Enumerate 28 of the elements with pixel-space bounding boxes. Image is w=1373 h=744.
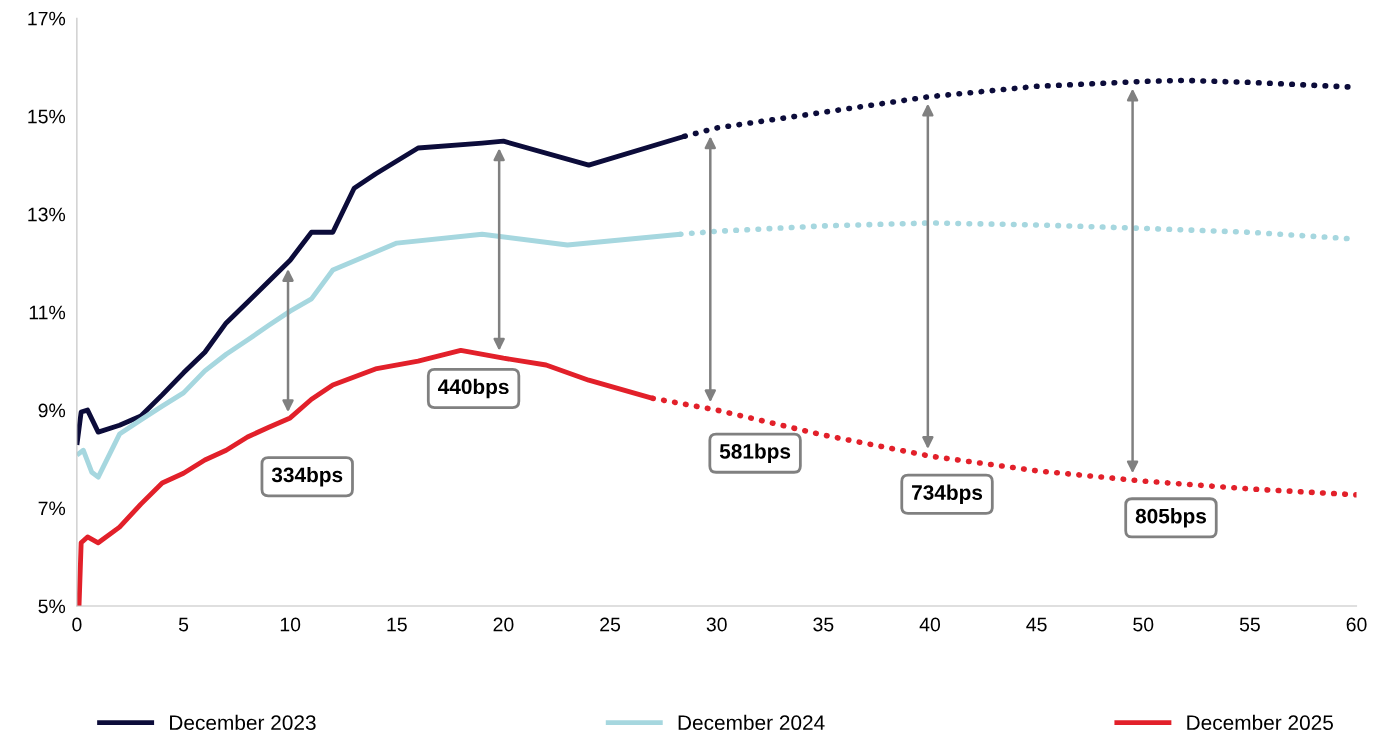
x-tick-label: 60 [1346, 617, 1367, 632]
x-tick-label: 35 [813, 617, 834, 632]
x-tick-label: 40 [919, 617, 941, 632]
x-tick-label: 45 [1026, 617, 1047, 632]
y-tick-label: 9% [38, 403, 66, 418]
x-tick-label: 0 [72, 617, 82, 632]
legend-label: December 2024 [678, 714, 825, 731]
y-tick-label: 7% [38, 501, 66, 516]
x-tick-label: 30 [706, 617, 727, 632]
y-tick-label: 13% [28, 207, 66, 222]
annotation: 734bps [912, 484, 983, 505]
y-tick-label: 17% [28, 11, 66, 26]
annotation: 805bps [1135, 508, 1207, 528]
annotation: 334bps [271, 466, 343, 487]
annotation: 440bps [438, 378, 509, 399]
x-tick-label: 10 [280, 617, 301, 632]
x-tick-label: 55 [1239, 617, 1260, 632]
legend-label: December 2023 [170, 714, 316, 731]
x-tick-label: 25 [600, 617, 621, 632]
x-tick-label: 5 [178, 617, 189, 632]
x-tick-label: 15 [387, 617, 407, 632]
annotation: 581bps [719, 443, 791, 463]
x-tick-label: 20 [493, 617, 514, 632]
y-tick-label: 5% [38, 599, 66, 614]
y-tick-label: 11% [29, 305, 66, 320]
x-tick-label: 50 [1133, 617, 1154, 632]
legend-label: December 2025 [1187, 714, 1333, 731]
y-tick-label: 15% [28, 109, 66, 124]
